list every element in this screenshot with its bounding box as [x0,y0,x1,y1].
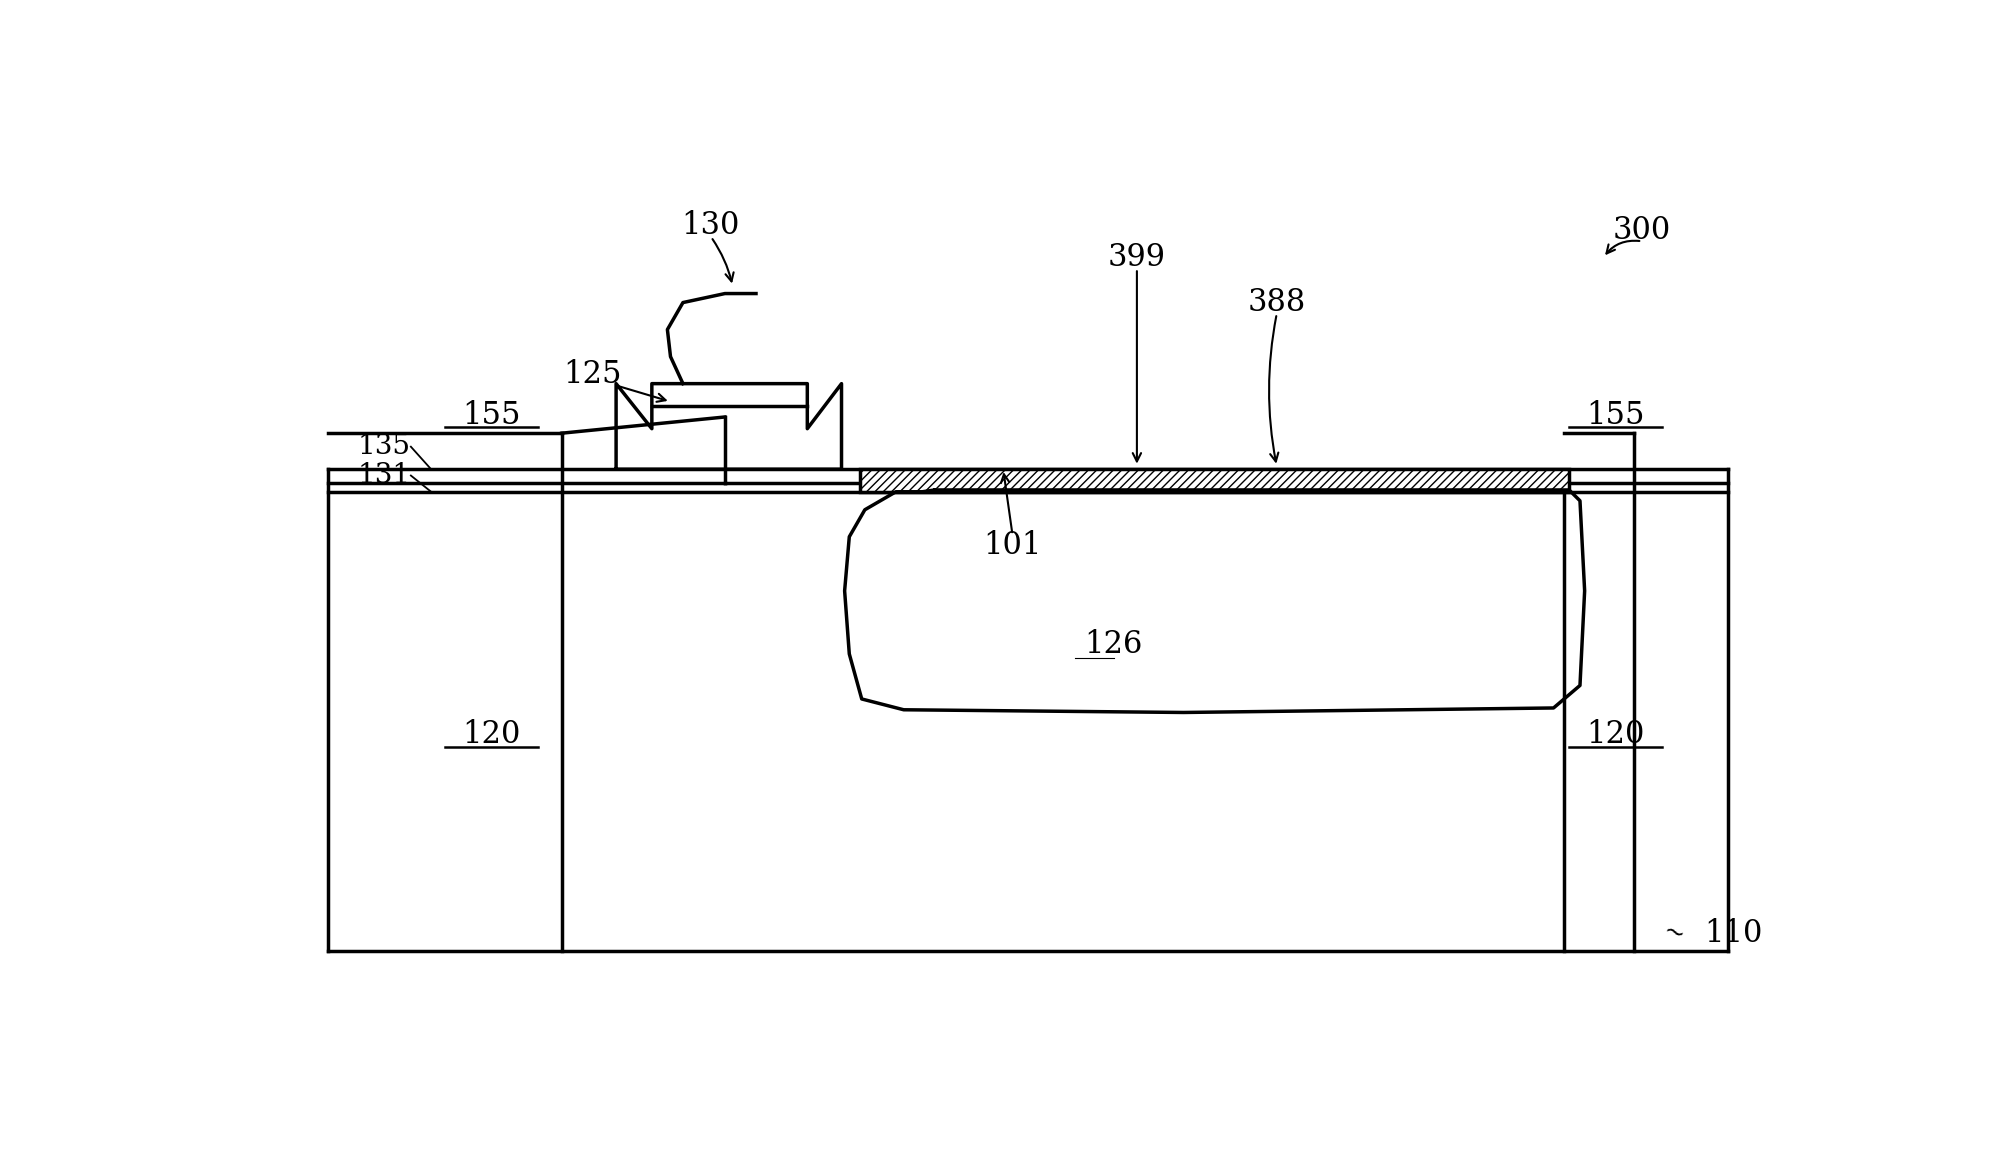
Text: 399: 399 [1107,242,1165,273]
Text: 120: 120 [1586,720,1644,750]
Text: 101: 101 [982,530,1041,562]
Text: 110: 110 [1704,917,1762,949]
Text: 135: 135 [357,433,411,460]
Text: 155: 155 [1586,400,1644,431]
Text: 155: 155 [463,400,521,431]
Text: 126: 126 [1085,629,1143,660]
Text: 125: 125 [563,359,622,390]
Text: 300: 300 [1612,215,1670,246]
Text: 131: 131 [357,462,411,489]
Text: 388: 388 [1247,287,1305,318]
Bar [860,469,1568,491]
Text: 130: 130 [682,211,740,241]
Text: 120: 120 [463,720,521,750]
Text: ~: ~ [1658,918,1686,948]
